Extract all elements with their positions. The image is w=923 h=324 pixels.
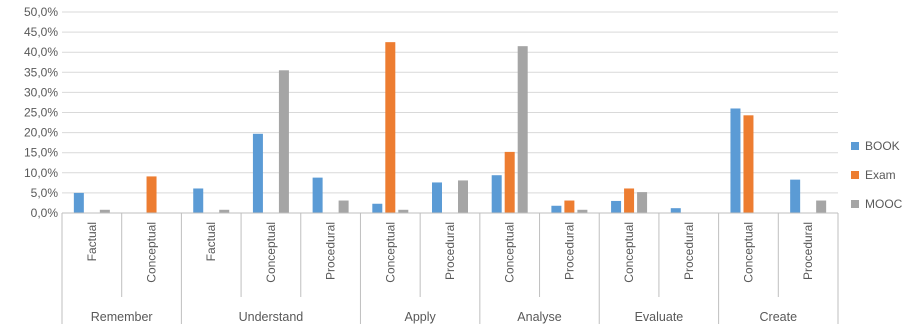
bar-book	[491, 175, 502, 213]
y-tick-label: 35,0%	[24, 65, 58, 79]
category-label: Conceptual	[741, 222, 755, 283]
bar-mooc	[219, 209, 230, 213]
bar-exam	[146, 176, 157, 213]
bar-exam	[624, 188, 635, 213]
legend: BOOK Exam MOOC	[851, 139, 903, 211]
bar-book	[372, 203, 383, 213]
group-label: Understand	[239, 310, 304, 324]
gridlines	[62, 11, 838, 214]
y-tick-label: 5,0%	[31, 186, 59, 200]
bar-book	[432, 182, 442, 213]
bar-mooc	[577, 209, 588, 213]
bar-mooc	[338, 200, 349, 213]
bar-book	[252, 133, 263, 213]
group-label: Apply	[405, 310, 437, 324]
bar-book	[312, 177, 323, 213]
bar-book	[611, 200, 622, 213]
y-tick-label: 25,0%	[24, 106, 58, 120]
bar-mooc	[278, 70, 289, 213]
legend-swatch-mooc	[851, 200, 859, 208]
y-axis: 0,0% 5,0% 10,0% 15,0% 20,0% 25,0% 30,0% 35,0% 40…	[24, 5, 58, 220]
bars	[73, 42, 827, 214]
bar-mooc	[816, 200, 827, 213]
category-label: Procedural	[801, 222, 815, 280]
bar-book	[551, 205, 562, 213]
y-tick-label: 20,0%	[24, 126, 58, 140]
legend-label: BOOK	[865, 139, 900, 153]
y-tick-label: 30,0%	[24, 85, 58, 99]
bar-book	[193, 188, 204, 213]
y-tick-label: 15,0%	[24, 146, 58, 160]
category-label: Procedural	[682, 222, 696, 280]
y-tick-label: 40,0%	[24, 45, 58, 59]
bar-mooc	[398, 209, 409, 213]
y-tick-label: 10,0%	[24, 166, 58, 180]
legend-swatch-exam	[851, 171, 859, 179]
group-label: Analyse	[517, 310, 562, 324]
bar-exam	[504, 151, 515, 213]
bar-book	[790, 179, 801, 213]
category-label: Conceptual	[383, 222, 397, 283]
category-label: Conceptual	[503, 222, 517, 283]
bar-book	[730, 108, 741, 213]
bar-book	[670, 208, 681, 213]
x-axis: Factual Conceptual Remember Factual Conceptu…	[61, 212, 839, 324]
category-label: Conceptual	[622, 222, 636, 283]
bar-exam	[564, 200, 575, 213]
bar-mooc	[637, 192, 648, 213]
group-label: Evaluate	[635, 310, 684, 324]
y-tick-label: 45,0%	[24, 25, 58, 39]
bar-mooc	[458, 180, 468, 213]
y-tick-label: 0,0%	[31, 206, 59, 220]
bar-book	[73, 192, 84, 213]
legend-swatch-book	[851, 142, 859, 150]
category-label: Procedural	[324, 222, 338, 280]
bar-mooc	[517, 46, 528, 213]
legend-label: MOOC	[865, 197, 903, 211]
bar-mooc	[99, 209, 110, 213]
category-label: Procedural	[443, 222, 457, 280]
bar-exam	[385, 42, 396, 214]
group-label: Create	[760, 310, 798, 324]
y-tick-label: 50,0%	[24, 5, 58, 19]
legend-label: Exam	[865, 168, 896, 182]
category-label: Conceptual	[145, 222, 159, 283]
category-label: Procedural	[562, 222, 576, 280]
bar-exam	[743, 115, 754, 213]
category-label: Factual	[204, 222, 218, 261]
category-label: Factual	[85, 222, 99, 261]
group-label: Remember	[91, 310, 153, 324]
category-label: Conceptual	[264, 222, 278, 283]
